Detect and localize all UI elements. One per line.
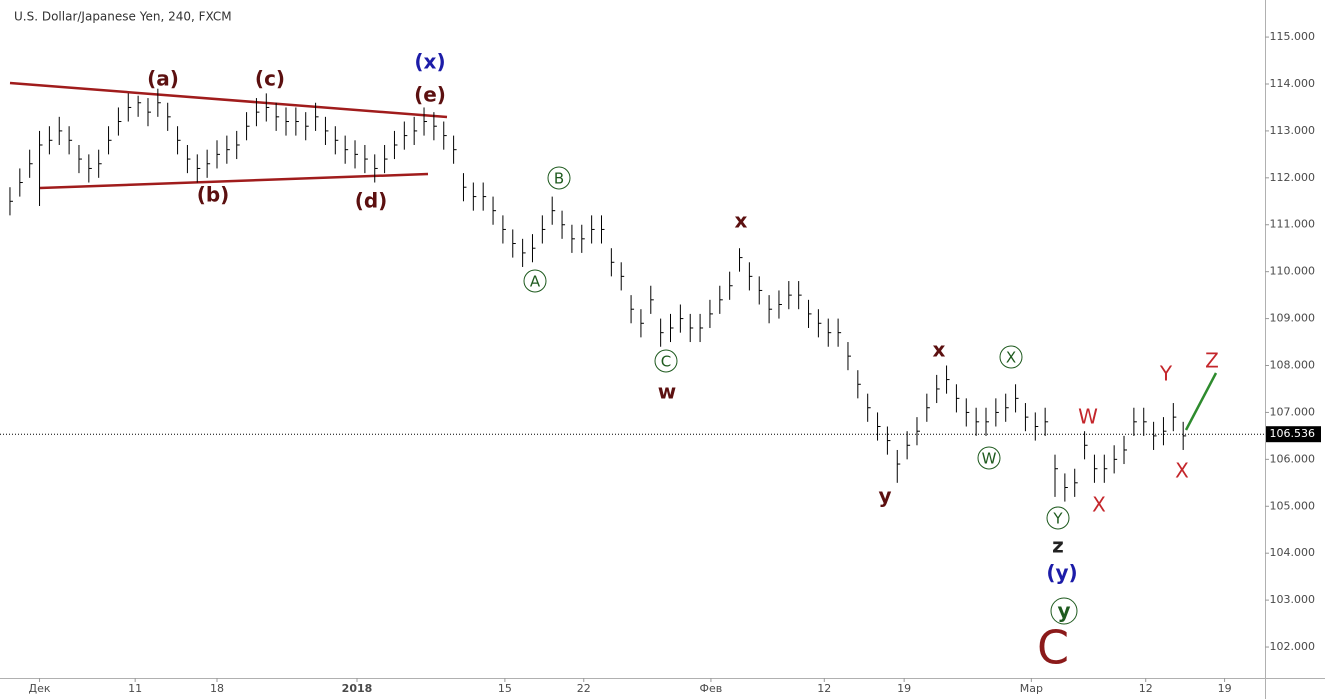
wave-label: B (554, 170, 564, 188)
wave-label: x (933, 338, 946, 362)
wave-label: (a) (147, 67, 179, 91)
x-tick-label: 15 (498, 682, 512, 695)
wave-label: Y (1159, 362, 1173, 386)
wave-label: (d) (355, 189, 388, 213)
y-tick-label: 105.000 (1270, 499, 1316, 512)
x-tick-label: Фев (700, 682, 723, 695)
y-tick-label: 104.000 (1270, 546, 1316, 559)
wave-label: x (735, 209, 748, 233)
y-tick-label: 113.000 (1270, 124, 1316, 137)
label-circle (1046, 506, 1070, 530)
y-tick-label: 111.000 (1270, 218, 1316, 231)
wave-label: Y (1052, 510, 1063, 528)
x-tick-label: 22 (577, 682, 591, 695)
annotations: (a) (c) (x) (e) (b) (d) B A x C w x X W … (147, 50, 1219, 675)
y-tick-label: 109.000 (1270, 312, 1316, 325)
wave-label: (c) (255, 67, 285, 91)
x-tick-label: Мар (1020, 682, 1043, 695)
y-tick-label: 103.000 (1270, 593, 1316, 606)
y-tick-label: 106.000 (1270, 452, 1316, 465)
wave-label: y (1057, 599, 1070, 623)
y-tick-label: 110.000 (1270, 265, 1316, 278)
wave-label: W (982, 450, 997, 468)
wave-label: z (1052, 534, 1064, 558)
wave-label: C (1037, 621, 1069, 675)
bars (9, 88, 1187, 502)
x-tick-label: Дек (29, 682, 51, 695)
x-tick-label: 12 (817, 682, 831, 695)
wave-label: W (1078, 405, 1098, 429)
wave-label: C (661, 353, 671, 371)
x-tick-label: 19 (897, 682, 911, 695)
label-circle (977, 446, 1001, 470)
last-price-box (1266, 426, 1321, 443)
y-tick-label: 108.000 (1270, 359, 1316, 372)
last-price-label: 106.536 (1270, 427, 1316, 440)
x-tick-label: 2018 (342, 682, 373, 695)
x-tick-label: 12 (1139, 682, 1153, 695)
label-circle (999, 345, 1023, 369)
x-tick-label: 11 (128, 682, 142, 695)
x-tick-label: 18 (210, 682, 224, 695)
wave-label: y (878, 484, 891, 508)
wave-label: (x) (414, 50, 445, 74)
label-circle (523, 269, 547, 293)
chart-title: U.S. Dollar/Japanese Yen, 240, FXCM (14, 10, 232, 24)
label-circle (547, 166, 571, 190)
wave-label: (e) (414, 83, 446, 107)
wave-label: w (658, 380, 676, 404)
wave-label: X (1092, 493, 1106, 517)
wave-label: (b) (197, 183, 230, 207)
wave-label: X (1006, 349, 1016, 367)
wave-label: Z (1205, 349, 1219, 373)
projection-line (1184, 372, 1218, 431)
label-circle (654, 349, 678, 373)
trend-line (9, 81, 448, 119)
x-tick-label: 19 (1218, 682, 1232, 695)
y-tick-label: 114.000 (1270, 77, 1316, 90)
label-circle (1050, 597, 1078, 625)
y-tick-label: 115.000 (1270, 30, 1316, 43)
wave-label: (y) (1046, 561, 1077, 585)
y-tick-label: 107.000 (1270, 405, 1316, 418)
wave-label: A (530, 273, 541, 291)
trend-line (39, 172, 429, 190)
y-tick-label: 102.000 (1270, 640, 1316, 653)
wave-label: X (1175, 459, 1189, 483)
y-tick-label: 112.000 (1270, 171, 1316, 184)
